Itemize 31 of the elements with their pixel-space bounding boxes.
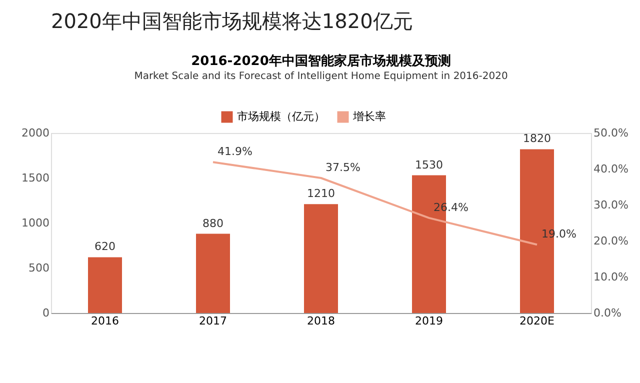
x-tick-label: 2018 xyxy=(307,314,335,328)
bar xyxy=(196,234,230,313)
x-tick-label: 2017 xyxy=(199,314,227,328)
x-tick-label: 2020E xyxy=(520,314,555,328)
chart-title: 2016-2020年中国智能家居市场规模及预测 xyxy=(191,53,451,69)
y-tick-label: 0 xyxy=(42,306,50,320)
y-tick-label: 500 xyxy=(28,262,50,274)
y-tick-label: 1500 xyxy=(22,172,50,184)
data-label: 1210 xyxy=(307,187,335,200)
data-label: 620 xyxy=(94,240,116,254)
y2-tick-label: 30.0% xyxy=(594,198,628,212)
data-label: 1820 xyxy=(523,132,551,146)
bar xyxy=(304,204,338,313)
y2-tick-label: 20.0% xyxy=(594,234,628,248)
x-tick-label: 2019 xyxy=(415,314,443,328)
y-tick-label: 2000 xyxy=(22,126,50,140)
legend-label: 增长率 xyxy=(352,110,386,123)
y2-tick-label: 10.0% xyxy=(594,270,628,284)
data-label: 880 xyxy=(202,216,224,230)
data-label: 1530 xyxy=(415,158,443,172)
y-tick-label: 1000 xyxy=(22,216,50,230)
x-tick-label: 2016 xyxy=(91,314,119,328)
y2-tick-label: 50.0% xyxy=(594,126,628,140)
bar xyxy=(88,257,122,313)
data-label: 41.9% xyxy=(218,145,252,158)
y2-tick-label: 40.0% xyxy=(594,162,628,176)
y2-tick-label: 0.0% xyxy=(594,306,622,320)
legend-label: 市场规模（亿元） xyxy=(237,110,325,123)
data-label: 37.5% xyxy=(326,161,360,174)
chart-subtitle: Market Scale and its Forecast of Intelligent Home Equipment in 2016-2020 xyxy=(134,71,508,82)
text: 2020年中国智能市场规模将达1820亿元 xyxy=(51,9,413,33)
